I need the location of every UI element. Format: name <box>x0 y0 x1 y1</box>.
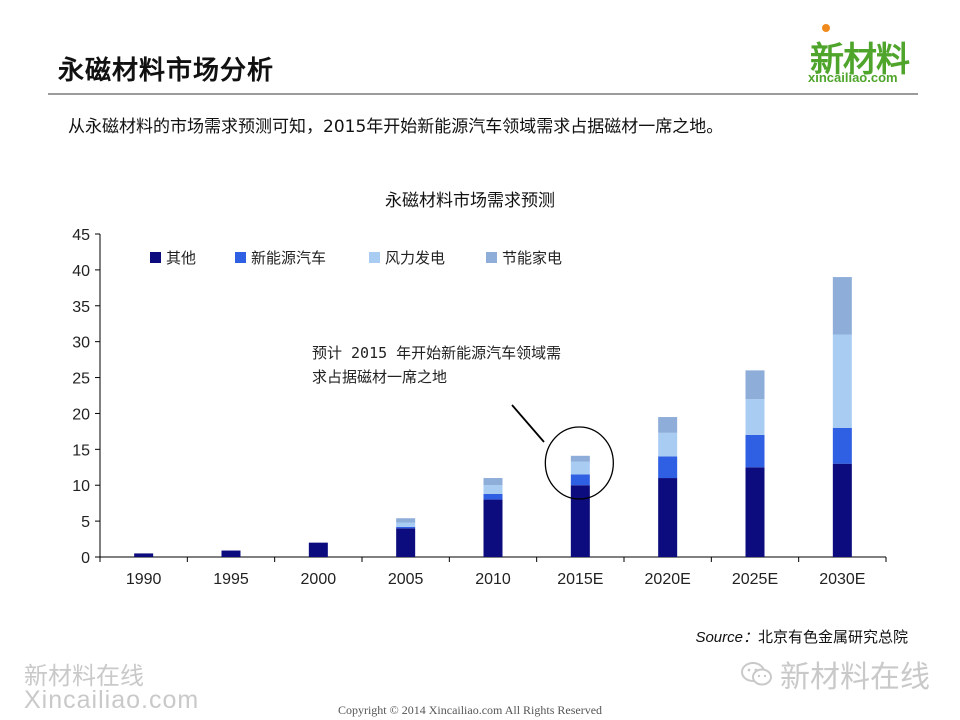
bar-segment-2 <box>570 461 590 475</box>
x-tick-label: 2000 <box>301 571 337 588</box>
bar-segment-1 <box>483 493 503 500</box>
bar-segment-1 <box>396 526 416 529</box>
annotation-circle <box>544 426 614 500</box>
bar-segment-0 <box>134 553 154 557</box>
bar-segment-2 <box>483 485 503 494</box>
y-tick-label: 45 <box>72 227 90 244</box>
bar-segment-0 <box>570 485 590 557</box>
bar-segment-0 <box>483 499 503 557</box>
bar-segment-3 <box>396 518 416 523</box>
copyright: Copyright © 2014 Xincailiao.com All Righ… <box>337 703 603 717</box>
watermark-right-text: 新材料在线 <box>780 660 930 695</box>
annotation-line-2: 求占据磁材一席之地 <box>312 368 447 386</box>
bar-segment-0 <box>221 550 241 557</box>
source-label: Source： <box>695 629 758 646</box>
bar-segment-3 <box>570 455 590 462</box>
y-tick-label: 5 <box>81 514 90 531</box>
legend-label: 新能源汽车 <box>251 249 326 267</box>
source-text: 北京有色金属研究总院 <box>757 628 908 646</box>
bar-segment-3 <box>658 417 678 433</box>
bar-segment-3 <box>832 277 852 335</box>
bar-segment-1 <box>658 456 678 479</box>
x-tick-label: 2010 <box>475 571 511 588</box>
watermark-left-cn: 新材料在线 <box>24 662 144 690</box>
annotation-line-1: 预计 2015 年开始新能源汽车领域需 <box>312 344 561 362</box>
bar-segment-0 <box>396 528 416 557</box>
intro-text: 从永磁材料的市场需求预测可知，2015年开始新能源汽车领域需求占据磁材一席之地。 <box>68 117 724 137</box>
x-tick-label: 2020E <box>645 571 691 588</box>
bar-segment-2 <box>832 334 852 428</box>
title-divider <box>48 93 918 95</box>
watermark-right: 新材料在线 <box>740 652 930 696</box>
page-title: 永磁材料市场分析 <box>58 56 275 86</box>
x-tick-label: 2005 <box>388 571 424 588</box>
y-tick-label: 10 <box>72 478 90 495</box>
y-tick-label: 25 <box>72 371 90 388</box>
brand-logo: 新材料 xincailiao.com <box>806 24 918 88</box>
bar-segment-0 <box>745 467 765 557</box>
source-note: Source：北京有色金属研究总院 <box>695 626 908 647</box>
logo-text-cn: 新材料 <box>810 40 910 80</box>
bar-segment-0 <box>832 463 852 557</box>
annotation-pointer <box>511 404 545 443</box>
bar-segment-1 <box>745 434 765 468</box>
legend-label: 其他 <box>166 249 196 267</box>
bar-segment-1 <box>832 427 852 464</box>
x-tick-label: 1990 <box>126 571 162 588</box>
x-tick-label: 1995 <box>213 571 249 588</box>
bar-segment-1 <box>570 474 590 486</box>
bar-segment-2 <box>745 399 765 435</box>
y-tick-label: 40 <box>72 263 90 280</box>
bar-segment-3 <box>483 478 503 486</box>
bar-segment-0 <box>308 542 328 557</box>
y-tick-label: 35 <box>72 299 90 316</box>
bar-segment-3 <box>745 370 765 400</box>
chart-title: 永磁材料市场需求预测 <box>385 191 555 211</box>
y-tick-label: 20 <box>72 406 90 423</box>
x-tick-label: 2025E <box>732 571 778 588</box>
legend-swatch <box>369 252 380 263</box>
y-tick-label: 0 <box>81 550 90 567</box>
legend-swatch <box>486 252 497 263</box>
watermark-left-en: Xincailiao.com <box>24 686 200 714</box>
wechat-icon <box>741 662 772 686</box>
legend-swatch <box>150 252 161 263</box>
logo-dot <box>822 24 830 32</box>
bar-segment-0 <box>658 478 678 557</box>
bar-segment-2 <box>658 432 678 457</box>
legend-label: 节能家电 <box>502 249 562 267</box>
logo-text-en: xincailiao.com <box>808 70 898 85</box>
bar-segment-2 <box>396 522 416 527</box>
y-tick-label: 15 <box>72 442 90 459</box>
legend-label: 风力发电 <box>385 249 445 267</box>
y-tick-label: 30 <box>72 335 90 352</box>
x-tick-label: 2030E <box>819 571 865 588</box>
legend-swatch <box>235 252 246 263</box>
x-tick-label: 2015E <box>557 571 603 588</box>
